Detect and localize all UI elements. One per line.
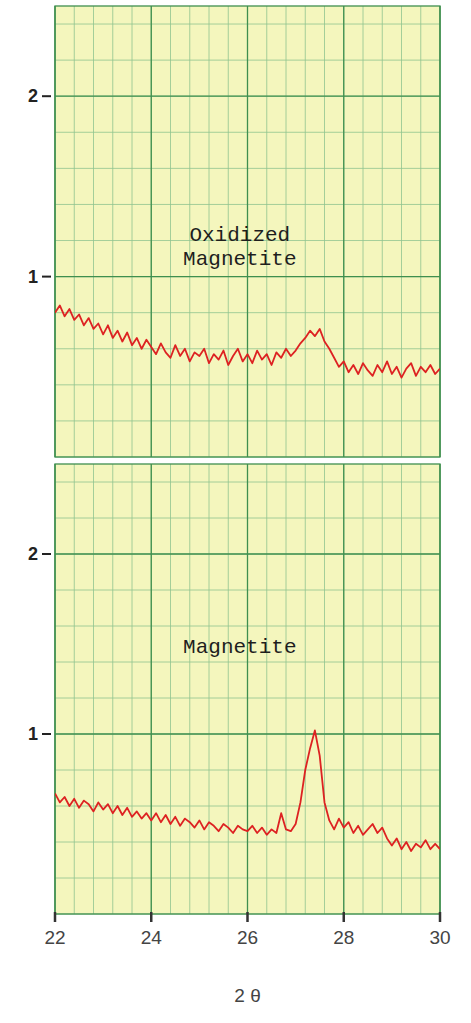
x-tick: [54, 912, 57, 922]
plot-frame: [55, 464, 440, 914]
minor-grid: [266, 464, 267, 914]
major-grid: [55, 276, 440, 277]
x-tick-label: 28: [333, 927, 354, 948]
minor-grid: [305, 6, 306, 457]
minor-grid: [151, 6, 152, 457]
minor-grid: [343, 464, 344, 914]
minor-grid: [189, 464, 190, 914]
x-tick: [343, 912, 346, 922]
title-line: Magnetite: [183, 636, 296, 659]
x-tick: [246, 912, 249, 922]
minor-grid: [382, 6, 383, 457]
title-line: Magnetite: [183, 248, 296, 271]
major-grid: [55, 733, 440, 734]
minor-grid: [170, 6, 171, 457]
minor-grid: [93, 6, 94, 457]
y-tick: [42, 95, 51, 97]
minor-grid: [132, 6, 133, 457]
minor-grid: [55, 734, 440, 735]
trace-line: [55, 305, 440, 377]
major-grid: [55, 96, 440, 97]
minor-grid: [55, 96, 440, 97]
plot-frame: [55, 6, 440, 457]
series-group: [55, 730, 440, 851]
series-group: [55, 305, 440, 377]
y-tick-label: 1: [28, 724, 38, 744]
minor-grid: [55, 554, 440, 555]
y-tick-label: 2: [28, 544, 38, 564]
minor-grid: [286, 464, 287, 914]
minor-grid: [228, 464, 229, 914]
minor-grid: [132, 464, 133, 914]
minor-grid: [305, 464, 306, 914]
minor-grid: [324, 464, 325, 914]
y-tick: [42, 553, 51, 555]
minor-grid: [247, 464, 248, 914]
minor-grid: [74, 464, 75, 914]
minor-grid: [74, 6, 75, 457]
title-line: Oxidized: [189, 224, 290, 247]
x-tick: [150, 912, 153, 922]
y-tick: [42, 733, 51, 735]
minor-grid: [382, 464, 383, 914]
x-tick-label: 24: [141, 927, 163, 948]
chart-root: OxidizedMagnetite12Magnetite122224262830…: [0, 0, 471, 1023]
x-tick-label: 30: [429, 927, 450, 948]
minor-grid: [93, 464, 94, 914]
minor-grid: [420, 6, 421, 457]
minor-grid: [151, 464, 152, 914]
minor-grid: [324, 6, 325, 457]
x-tick: [439, 912, 442, 922]
x-tick-label: 22: [44, 927, 65, 948]
y-tick: [42, 276, 51, 278]
major-grid: [55, 553, 440, 554]
minor-grid: [343, 6, 344, 457]
minor-grid: [112, 6, 113, 457]
major-grid: [343, 6, 344, 457]
y-tick-label: 2: [28, 86, 38, 106]
trace-line: [55, 730, 440, 851]
major-grid: [151, 6, 152, 457]
minor-grid: [363, 6, 364, 457]
minor-grid: [401, 6, 402, 457]
chart-title: Magnetite: [183, 636, 296, 659]
paper: [55, 6, 440, 457]
x-axis-title: 2 θ: [234, 985, 260, 1006]
minor-grid: [112, 464, 113, 914]
minor-grid: [170, 464, 171, 914]
minor-grid: [363, 464, 364, 914]
paper: [55, 464, 440, 914]
minor-grid: [55, 276, 440, 277]
x-tick-label: 26: [237, 927, 258, 948]
major-grid: [343, 464, 344, 914]
y-tick-label: 1: [28, 267, 38, 287]
major-grid: [151, 464, 152, 914]
chart-title: OxidizedMagnetite: [183, 224, 296, 271]
major-grid: [247, 464, 248, 914]
minor-grid: [209, 464, 210, 914]
